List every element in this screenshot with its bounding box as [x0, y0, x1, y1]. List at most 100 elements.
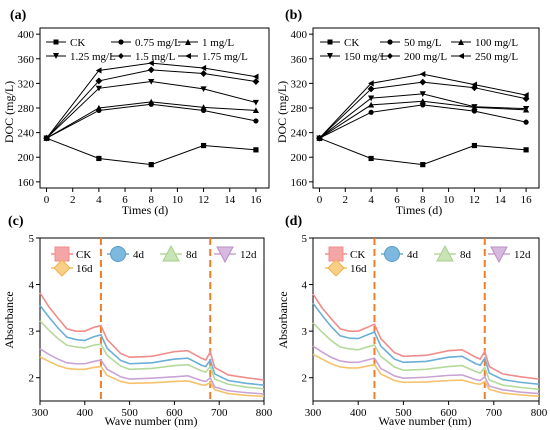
y-axis-label: Absorbance	[2, 291, 16, 348]
x-tick-label: 800	[256, 407, 273, 419]
circle-marker-icon	[110, 246, 126, 262]
data-point	[200, 142, 207, 149]
data-point	[522, 95, 530, 103]
data-point	[471, 104, 478, 110]
series-line	[46, 137, 256, 166]
y-tick-label: 2	[302, 373, 308, 385]
data-point	[522, 91, 529, 99]
diamond-marker-icon	[53, 259, 71, 277]
series-line	[39, 292, 265, 381]
legend-label: 150 mg/L	[344, 51, 387, 63]
series-line	[46, 81, 257, 139]
y-tick-label: 320	[291, 78, 308, 90]
series-line	[39, 320, 265, 390]
data-point	[471, 81, 478, 88]
legend: CK 4d 8d 12d 16d	[51, 244, 257, 277]
x-tick-label: 2	[70, 194, 76, 206]
legend-item: 4d	[107, 246, 145, 262]
series-line	[312, 293, 540, 380]
triangle-down-marker-icon	[53, 53, 59, 59]
plot-frame	[39, 237, 265, 402]
diamond-marker-icon	[118, 53, 124, 59]
x-tick-label: 6	[394, 194, 400, 206]
x-tick-label: 0	[44, 194, 50, 206]
x-tick-label: 2	[343, 194, 349, 206]
square-marker-icon	[54, 246, 70, 262]
data-point	[522, 106, 530, 112]
data-point	[253, 147, 259, 153]
x-tick-label: 500	[121, 407, 138, 419]
panel-a: 0 2 4 6 8 10 12 14 16 160 200 240 280 320 360 400 (a) DO…	[2, 8, 270, 217]
x-axis-label: Wave number (nm)	[379, 414, 472, 428]
y-tick-label: 4	[29, 280, 35, 292]
legend-label: CK	[76, 249, 91, 261]
data-point	[200, 70, 207, 77]
data-point	[148, 98, 155, 105]
data-point	[95, 104, 102, 111]
legend-label: 1.5 mg/L	[135, 51, 176, 63]
x-tick-label: 500	[395, 407, 412, 419]
triangle-down-marker-icon	[216, 246, 234, 264]
legend-label: 16d	[350, 263, 367, 275]
triangle-up-marker-icon	[162, 244, 180, 262]
y-axis-label: DOC (mg/L)	[275, 81, 289, 143]
data-point	[200, 104, 207, 110]
legend-label: 1.75 mg/L	[202, 51, 248, 63]
data-point	[148, 78, 155, 85]
legend-label: 1.25 mg/L	[70, 51, 116, 63]
data-point	[147, 66, 155, 74]
legend-label: 16d	[76, 263, 93, 275]
x-tick-label: 400	[77, 407, 94, 419]
data-point	[95, 67, 102, 74]
diamond-marker-icon	[327, 259, 345, 277]
triangle-left-marker-icon	[458, 53, 464, 59]
data-point	[368, 109, 374, 115]
data-point	[252, 78, 260, 85]
x-tick-label: 6	[122, 194, 128, 206]
data-point	[419, 98, 426, 104]
x-tick-label: 8	[148, 194, 154, 206]
legend-label: CK	[70, 37, 85, 49]
panel-label: (a)	[10, 8, 27, 23]
y-tick-label: 160	[291, 177, 308, 189]
panel-label: (c)	[8, 214, 24, 229]
legend-label: 8d	[460, 249, 472, 261]
legend-item: 8d	[160, 244, 198, 262]
legend-item: 16d	[325, 259, 367, 277]
x-tick-label: 12	[198, 194, 209, 206]
x-tick-label: 600	[166, 407, 183, 419]
legend-label: 50 mg/L	[404, 37, 442, 49]
data-point	[148, 59, 154, 67]
x-tick-label: 400	[350, 407, 367, 419]
y-tick-label: 360	[18, 54, 35, 66]
legend-item: 0.75 mg/L	[111, 37, 181, 49]
legend: CK 50 mg/L 100 mg/L 150 mg/L 200 mg/L	[320, 37, 518, 63]
series-line	[312, 353, 540, 398]
legend: CK 4d 8d 12d 16d	[325, 244, 531, 277]
x-tick-label: 4	[368, 194, 374, 206]
x-tick-label: 12	[469, 194, 480, 206]
x-tick-label: 300	[305, 407, 322, 419]
plot-area: 300 400 500 600 700 800 2 3 4 5	[302, 233, 548, 419]
triangle-left-marker-icon	[185, 53, 191, 59]
series-line	[312, 345, 540, 395]
legend-item: CK	[320, 37, 359, 49]
square-marker-icon	[53, 39, 59, 45]
legend-label: 250 mg/L	[475, 51, 518, 63]
legend-label: 12d	[514, 249, 531, 261]
data-point	[367, 85, 375, 93]
data-point	[200, 64, 207, 72]
square-marker-icon	[327, 39, 333, 45]
data-point	[148, 162, 154, 168]
data-point	[252, 99, 260, 106]
x-tick-label: 800	[531, 407, 548, 419]
circle-marker-icon	[118, 39, 124, 45]
panel-b: 0 2 4 6 8 10 12 14 16 160 200 240 280 320 360 400 (b) DO…	[275, 8, 540, 217]
legend-item: 12d	[214, 246, 257, 264]
x-tick-label: 16	[250, 194, 262, 206]
y-tick-label: 400	[291, 29, 308, 41]
series-line	[39, 305, 265, 386]
legend-item: 4d	[381, 246, 419, 262]
legend-item: CK	[46, 37, 85, 49]
